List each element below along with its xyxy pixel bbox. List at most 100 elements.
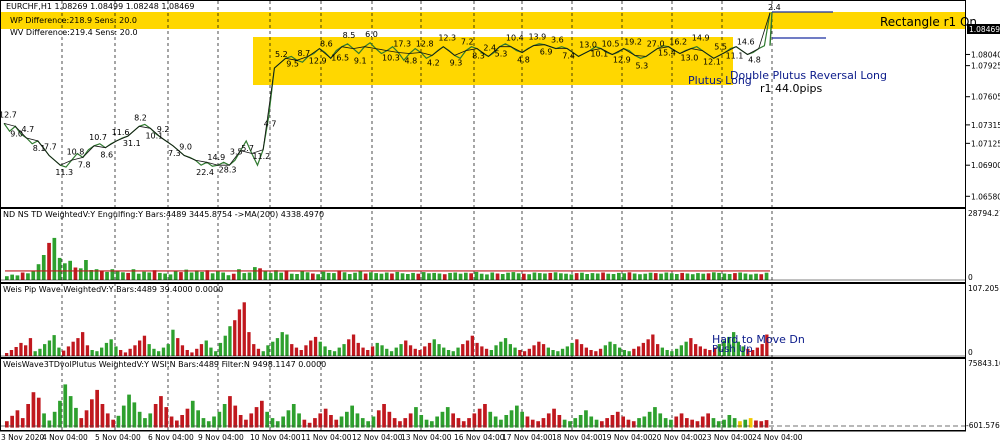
bar	[166, 344, 170, 356]
bar	[448, 272, 452, 280]
bar	[90, 399, 94, 428]
bar	[20, 418, 25, 428]
bar	[414, 407, 418, 428]
bar	[467, 418, 471, 428]
bar	[711, 418, 716, 428]
swing-label: 8.3	[472, 52, 485, 61]
bar	[751, 350, 755, 356]
swing-label: 13.9	[528, 33, 546, 42]
bar	[57, 347, 61, 356]
bar	[332, 273, 336, 280]
swing-label: 11.1	[726, 52, 744, 61]
bar	[63, 384, 68, 428]
bar	[716, 421, 721, 428]
swing-label: 9.0	[10, 129, 23, 138]
bar	[275, 421, 280, 428]
bar	[685, 418, 689, 428]
bar	[631, 421, 636, 428]
x-tick-label: 16 Nov 04:00	[454, 433, 505, 442]
swing-label: 12.8	[416, 40, 434, 49]
bar	[743, 419, 748, 428]
bar	[95, 389, 99, 428]
bar	[469, 273, 473, 280]
bar	[387, 411, 392, 428]
bar	[228, 326, 232, 356]
bar	[200, 271, 204, 280]
indicator1-panel-frame	[0, 208, 966, 283]
swing-label: 10.5	[602, 40, 620, 49]
bar	[329, 415, 333, 428]
bar	[5, 353, 9, 356]
bar	[309, 340, 313, 356]
bar	[286, 410, 291, 428]
bar	[142, 271, 146, 280]
bar	[506, 272, 510, 280]
indicator3-label: WeisWave3TDvolPlutus WeightedV:Y WSI:N B…	[3, 360, 326, 369]
bar	[553, 272, 558, 280]
bar	[321, 271, 326, 280]
bar	[727, 274, 732, 280]
bar	[85, 345, 90, 356]
bar	[717, 272, 721, 280]
bar	[100, 271, 104, 280]
hard-to-move-annotation: Hard to Move Dn	[712, 333, 805, 346]
bar	[95, 351, 99, 356]
bar	[152, 348, 156, 356]
bar	[653, 407, 657, 428]
bar	[456, 418, 461, 428]
bar	[395, 271, 400, 280]
swing-label: 9.2	[157, 125, 170, 134]
bar	[722, 273, 727, 280]
bar	[627, 351, 631, 356]
bar	[712, 272, 716, 280]
bar	[128, 348, 132, 356]
bar	[94, 269, 99, 280]
bar	[403, 418, 408, 428]
bar	[57, 257, 62, 280]
swing-label: 10.4	[506, 34, 524, 43]
bar	[326, 272, 331, 280]
bar	[565, 346, 569, 356]
bar	[9, 350, 14, 356]
bar	[153, 404, 158, 428]
bar	[446, 350, 451, 356]
bar	[748, 274, 753, 280]
bar	[647, 411, 652, 428]
push-up-annotation: Push Up	[712, 344, 753, 355]
x-tick-label: 12 Nov 04:00	[352, 433, 403, 442]
bar	[618, 347, 622, 356]
bar	[500, 274, 505, 280]
bar	[741, 346, 745, 356]
bar	[285, 334, 289, 356]
bar	[31, 271, 36, 280]
bar	[622, 273, 626, 280]
plutus-long-annotation: Plutus Long	[688, 74, 752, 87]
bar	[334, 419, 339, 428]
symbol-header: EURCHF,H1 1.08269 1.08499 1.08248 1.0846…	[6, 2, 194, 11]
swing-label: 4.8	[405, 56, 418, 65]
current-price-box	[967, 24, 1000, 34]
bar	[595, 273, 600, 280]
x-tick-label: 13 Nov 04:00	[401, 433, 452, 442]
swing-label: 6.0	[365, 30, 378, 39]
bar	[632, 348, 636, 356]
bar	[205, 270, 210, 280]
bar	[366, 350, 370, 356]
indicator1-bars	[1, 237, 965, 281]
bar	[573, 418, 578, 428]
bar	[194, 270, 199, 280]
bar	[578, 415, 583, 428]
bar	[350, 405, 354, 428]
price-axis-label: 1.07315	[971, 121, 1000, 130]
bar	[290, 344, 294, 356]
bar	[121, 272, 125, 280]
bar	[518, 350, 522, 356]
swing-label: 7.7	[44, 142, 57, 151]
x-tick-label: 11 Nov 04:00	[301, 433, 352, 442]
swing-label: 5.5	[714, 42, 727, 51]
bar	[611, 274, 616, 280]
bar	[233, 405, 238, 428]
bar	[764, 420, 769, 428]
bar	[663, 418, 668, 428]
x-tick-label: 9 Nov 04:00	[198, 433, 244, 442]
